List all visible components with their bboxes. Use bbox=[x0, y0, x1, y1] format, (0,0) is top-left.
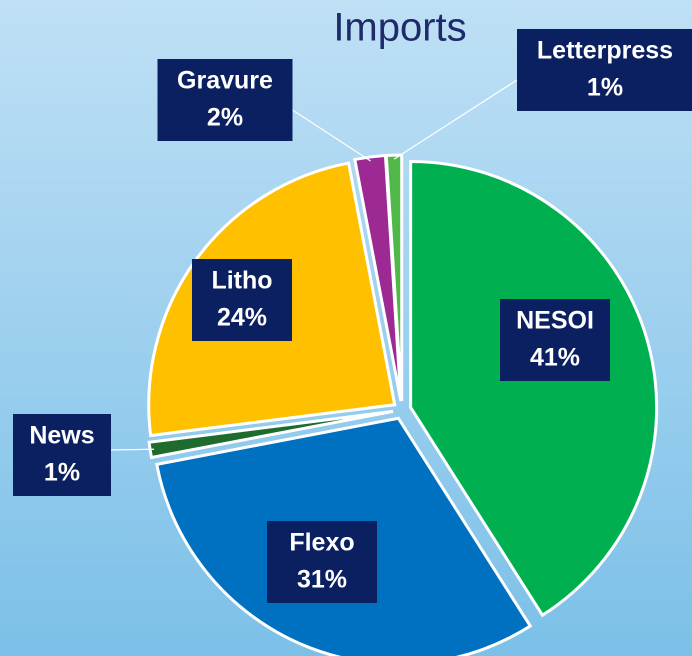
slice-label: NESOI bbox=[516, 307, 594, 335]
value-label: 41% bbox=[530, 344, 580, 372]
slice-label: Litho bbox=[211, 267, 272, 295]
label-box bbox=[157, 59, 293, 141]
value-label: 2% bbox=[207, 104, 243, 132]
value-label: 1% bbox=[587, 74, 623, 102]
slice-label: Gravure bbox=[177, 67, 273, 95]
label-box bbox=[192, 259, 292, 341]
pie-slice bbox=[384, 153, 404, 402]
slice-label: News bbox=[29, 422, 94, 450]
slice-label: Flexo bbox=[289, 529, 354, 557]
value-label: 1% bbox=[44, 459, 80, 487]
label-box bbox=[13, 414, 111, 496]
label-box bbox=[500, 299, 610, 381]
leader-line bbox=[292, 109, 371, 162]
chart-title: Imports bbox=[333, 6, 466, 50]
leader-line bbox=[393, 79, 518, 160]
label-box bbox=[267, 521, 377, 603]
leader-line bbox=[110, 448, 155, 451]
pie-slice bbox=[409, 159, 659, 618]
value-label: 31% bbox=[297, 566, 347, 594]
value-label: 24% bbox=[217, 304, 267, 332]
label-box bbox=[517, 29, 692, 111]
slice-label: Letterpress bbox=[537, 37, 673, 65]
